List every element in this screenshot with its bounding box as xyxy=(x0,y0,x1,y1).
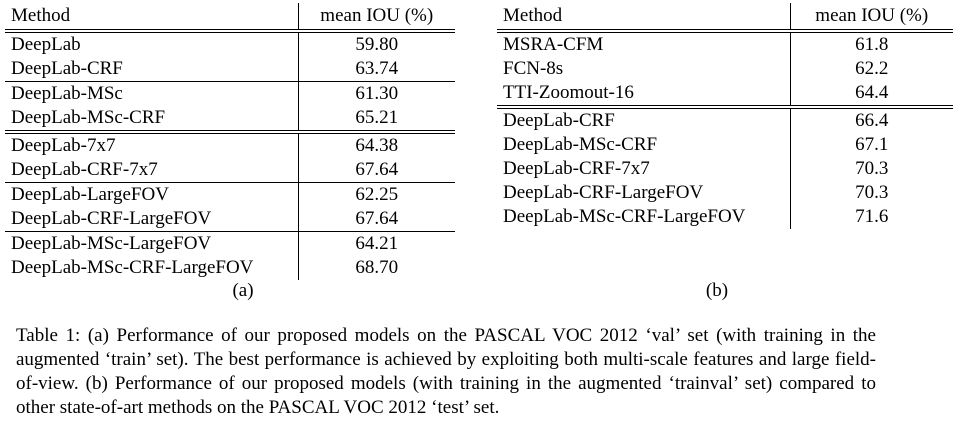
method-name-cell: DeepLab-LargeFOV xyxy=(5,182,299,207)
metric-column-header: mean IOU (%) xyxy=(320,5,434,26)
table-a-header-row: Method mean IOU (%) xyxy=(5,3,455,31)
mean-iou-cell: 64.21 xyxy=(298,231,455,256)
method-name-cell: DeepLab xyxy=(5,29,299,57)
method-name-cell: TTI-Zoomout-16 xyxy=(497,81,791,107)
table-row: DeepLab-MSc-CRF-LargeFOV 71.6 xyxy=(497,205,953,229)
mean-iou-cell: 62.25 xyxy=(298,182,455,207)
mean-iou-cell: 67.64 xyxy=(355,159,399,180)
table-row: DeepLab-MSc 61.30 xyxy=(5,81,455,106)
mean-iou-cell: 64.4 xyxy=(855,82,889,103)
table-row: DeepLab-MSc-LargeFOV 64.21 xyxy=(5,231,455,256)
method-name-cell: DeepLab-CRF-LargeFOV xyxy=(5,207,299,232)
table-b-header-row: Method mean IOU (%) xyxy=(497,3,953,31)
method-column-header: Method xyxy=(497,3,791,31)
table-row: TTI-Zoomout-16 64.4 xyxy=(497,81,953,107)
table-a-body: Method mean IOU (%) DeepLab 59.80 DeepLab-… xyxy=(5,3,455,280)
results-table-a: Method mean IOU (%) DeepLab 59.80 DeepLab-… xyxy=(5,3,455,280)
method-name-cell: DeepLab-MSc xyxy=(5,81,299,106)
mean-iou-cell: 64.38 xyxy=(298,130,455,158)
method-name-cell: DeepLab-MSc-CRF-LargeFOV xyxy=(497,205,791,229)
table-row: DeepLab-7x7 64.38 xyxy=(5,130,455,158)
method-name-cell: DeepLab-CRF-LargeFOV xyxy=(497,181,791,205)
table-caption: Table 1: (a) Performance of our proposed… xyxy=(16,325,876,418)
table-row: DeepLab-CRF-7x7 70.3 xyxy=(497,157,953,181)
table-row: DeepLab-MSc-CRF-LargeFOV 68.70 xyxy=(5,256,455,280)
mean-iou-cell: 61.8 xyxy=(790,29,953,57)
mean-iou-cell: 63.74 xyxy=(355,58,399,79)
method-name-cell: MSRA-CFM xyxy=(497,29,791,57)
table-b-label: (b) xyxy=(705,280,729,301)
method-name-cell: FCN-8s xyxy=(497,57,791,81)
table-a-label: (a) xyxy=(232,280,254,301)
method-name-cell: DeepLab-CRF xyxy=(497,105,791,133)
mean-iou-cell: 68.70 xyxy=(355,257,399,278)
mean-iou-cell: 66.4 xyxy=(790,105,953,133)
method-name-cell: DeepLab-CRF-7x7 xyxy=(5,158,299,183)
mean-iou-cell: 67.1 xyxy=(855,134,889,155)
method-name-cell: DeepLab-MSc-CRF-LargeFOV xyxy=(5,256,299,280)
mean-iou-cell: 71.6 xyxy=(855,206,889,227)
mean-iou-cell: 59.80 xyxy=(298,29,455,57)
method-name-cell: DeepLab-CRF xyxy=(5,57,299,82)
mean-iou-cell: 65.21 xyxy=(355,107,399,128)
table-row: DeepLab-MSc-CRF 65.21 xyxy=(5,106,455,132)
mean-iou-cell: 61.30 xyxy=(298,81,455,106)
table-row: DeepLab-MSc-CRF 67.1 xyxy=(497,133,953,157)
table-row: FCN-8s 62.2 xyxy=(497,57,953,81)
metric-column-header: mean IOU (%) xyxy=(815,5,929,26)
table-row: DeepLab-CRF-7x7 67.64 xyxy=(5,158,455,183)
method-column-header: Method xyxy=(5,3,299,31)
table-row: DeepLab-CRF 66.4 xyxy=(497,105,953,133)
table-row: MSRA-CFM 61.8 xyxy=(497,29,953,57)
table-row: DeepLab 59.80 xyxy=(5,29,455,57)
table-row: DeepLab-CRF 63.74 xyxy=(5,57,455,82)
table-b-body: Method mean IOU (%) MSRA-CFM 61.8 FCN-8s 62… xyxy=(497,3,953,229)
mean-iou-cell: 70.3 xyxy=(855,182,889,203)
method-name-cell: DeepLab-MSc-CRF xyxy=(497,133,791,157)
method-name-cell: DeepLab-CRF-7x7 xyxy=(497,157,791,181)
mean-iou-cell: 67.64 xyxy=(355,208,399,229)
table-row: DeepLab-CRF-LargeFOV 70.3 xyxy=(497,181,953,205)
mean-iou-cell: 70.3 xyxy=(855,158,889,179)
method-name-cell: DeepLab-MSc-LargeFOV xyxy=(5,231,299,256)
method-name-cell: DeepLab-MSc-CRF xyxy=(5,106,299,132)
table-row: DeepLab-LargeFOV 62.25 xyxy=(5,182,455,207)
mean-iou-cell: 62.2 xyxy=(855,58,889,79)
table-row: DeepLab-CRF-LargeFOV 67.64 xyxy=(5,207,455,232)
results-table-b: Method mean IOU (%) MSRA-CFM 61.8 FCN-8s 62… xyxy=(497,3,953,229)
method-name-cell: DeepLab-7x7 xyxy=(5,130,299,158)
